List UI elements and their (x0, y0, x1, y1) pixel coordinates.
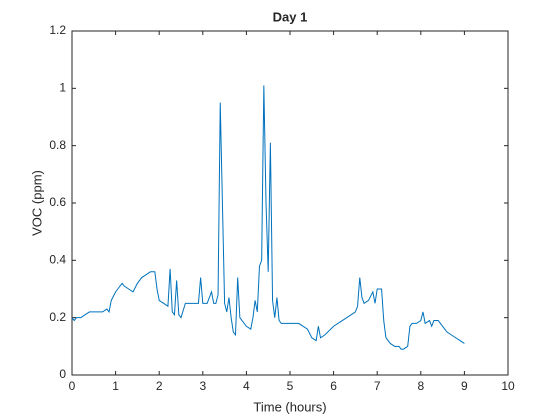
y-tick-label: 0.6 (49, 195, 66, 209)
x-tick-label: 0 (69, 379, 76, 393)
x-tick-label: 7 (374, 379, 381, 393)
y-tick-label: 0.2 (49, 310, 66, 324)
x-tick-label: 8 (417, 379, 424, 393)
x-axis-label: Time (hours) (253, 399, 326, 414)
x-tick-label: 1 (112, 379, 119, 393)
x-tick-label: 6 (330, 379, 337, 393)
y-tick-label: 0 (59, 367, 66, 381)
x-tick-label: 3 (199, 379, 206, 393)
x-tick-label: 9 (461, 379, 468, 393)
y-axis-label: VOC (ppm) (29, 170, 44, 236)
y-tick-label: 1.2 (49, 23, 66, 37)
x-tick-label: 2 (156, 379, 163, 393)
chart-title: Day 1 (273, 9, 308, 24)
y-tick-label: 1 (59, 81, 66, 95)
y-tick-label: 0.8 (49, 138, 66, 152)
x-tick-label: 10 (501, 379, 515, 393)
y-tick-label: 0.4 (49, 253, 66, 267)
x-tick-label: 4 (243, 379, 250, 393)
data-line (71, 85, 465, 350)
x-tick-label: 5 (287, 379, 294, 393)
